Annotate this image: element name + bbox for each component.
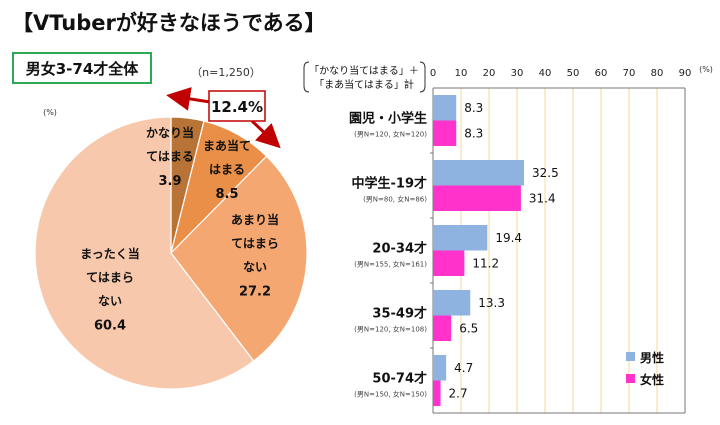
- callout-label: 12.4%: [211, 98, 263, 116]
- pie-slice-label: ない: [98, 294, 122, 308]
- category-label: 35-49才: [372, 306, 427, 322]
- pie-slice-label: まったく当: [80, 246, 140, 261]
- category-sample-size: (男N=150, 女N=150): [354, 390, 427, 399]
- pie-slice-label: ない: [243, 260, 267, 274]
- header-bracket-left: [303, 61, 310, 93]
- bar-female: [433, 250, 465, 276]
- legend: 男性 女性: [626, 350, 664, 387]
- pie-n-label: （n=1,250）: [191, 66, 261, 79]
- pie-slice-label: てはまる: [146, 150, 194, 164]
- pie-slice-label: てはまら: [86, 271, 134, 285]
- pie-slice: [170, 155, 308, 362]
- callout-arrow-left: [166, 86, 211, 111]
- x-tick-label: 0: [430, 68, 436, 79]
- bar-male: [433, 160, 524, 186]
- bar-male: [433, 95, 457, 121]
- legend-swatch-female: [626, 374, 635, 383]
- pie-slice-value: 8.5: [215, 187, 238, 202]
- pie-slice-label: てはまら: [231, 237, 279, 251]
- bar-male: [433, 225, 488, 251]
- category-label: 50-74才: [372, 371, 427, 387]
- bar-value-label: 4.7: [454, 361, 473, 375]
- bar-female: [433, 315, 452, 341]
- x-tick-label: 60: [595, 68, 608, 79]
- category-sample-size: (男N=80, 女N=86): [363, 195, 427, 204]
- x-tick-label: 20: [483, 68, 496, 79]
- bar-value-label: 8.3: [464, 126, 483, 140]
- bar-female: [433, 185, 521, 211]
- subtitle-box: [12, 52, 152, 84]
- pie-slice-value: 60.4: [94, 319, 126, 334]
- bar-value-label: 13.3: [478, 296, 505, 310]
- x-tick-label: 90: [679, 68, 692, 79]
- callout-arrow-right: [250, 119, 281, 149]
- category-sample-size: (男N=120, 女N=120): [354, 130, 427, 139]
- pie-chart: 男女3-74才全体 （n=1,250） (%) かなり当てはまる 3.9 まあ当ては…: [12, 52, 308, 390]
- bar-value-label: 32.5: [532, 166, 559, 180]
- x-tick-label: 70: [623, 68, 636, 79]
- bar-unit-label: (%): [699, 65, 713, 74]
- bar-value-label: 31.4: [529, 191, 556, 205]
- category-label: 園児・小学生: [349, 111, 427, 127]
- category-sample-size: (男N=120, 女N=108): [354, 325, 427, 334]
- bar-chart: 「かなり当てはまる」＋ 「まあ当てはまる」計 (%) 0 10 20 30 40 50 60…: [303, 61, 713, 414]
- bar-value-label: 19.4: [495, 231, 522, 245]
- pie-unit-label: (%): [43, 108, 57, 117]
- bar-value-label: 11.2: [472, 256, 499, 270]
- bar-value-label: 2.7: [449, 386, 468, 400]
- x-tick-label: 50: [567, 68, 580, 79]
- bar-value-label: 8.3: [464, 101, 483, 115]
- callout-box: [208, 90, 266, 122]
- pie-subtitle: 男女3-74才全体: [26, 60, 140, 78]
- x-tick-label: 40: [539, 68, 552, 79]
- pie-slice-label: まあ当て: [203, 138, 251, 153]
- category-label: 20-34才: [372, 241, 427, 257]
- legend-label-male: 男性: [640, 350, 664, 365]
- legend-swatch-male: [626, 352, 635, 361]
- bar-male: [433, 355, 447, 381]
- bar-female: [433, 120, 457, 146]
- category-sample-size: (男N=155, 女N=161): [354, 260, 427, 269]
- pie-slice-value: 3.9: [158, 174, 181, 189]
- header-bracket-right: [419, 61, 426, 93]
- pie-slice-label: あまり当: [231, 212, 279, 227]
- page-title: 【VTuberが好きなほうである】: [12, 11, 326, 35]
- x-tick-label: 30: [511, 68, 524, 79]
- pie-slice-label: はまる: [209, 163, 245, 177]
- pie-slice-value: 27.2: [239, 285, 271, 300]
- x-tick-label: 10: [455, 68, 468, 79]
- header-line-1: 「かなり当てはまる」＋: [309, 64, 419, 77]
- bar-male: [433, 290, 471, 316]
- x-tick-label: 80: [651, 68, 664, 79]
- pie-slice: [34, 116, 255, 390]
- legend-label-female: 女性: [640, 372, 664, 387]
- bar-value-label: 6.5: [459, 321, 478, 335]
- category-label: 中学生-19才: [352, 176, 428, 192]
- bar-female: [433, 380, 441, 406]
- header-line-2: 「まあ当てはまる」計: [314, 78, 414, 91]
- pie-slice-label: かなり当: [146, 125, 194, 140]
